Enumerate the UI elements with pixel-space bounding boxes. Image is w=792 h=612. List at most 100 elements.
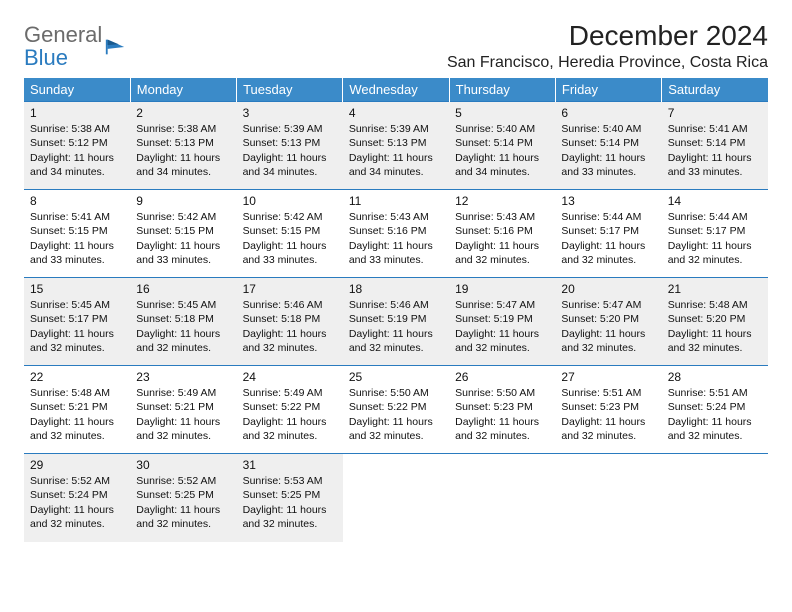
day-cell: 6Sunrise: 5:40 AMSunset: 5:14 PMDaylight…	[555, 102, 661, 190]
sunset-text: Sunset: 5:22 PM	[349, 400, 443, 414]
day-cell: 12Sunrise: 5:43 AMSunset: 5:16 PMDayligh…	[449, 190, 555, 278]
sunset-text: Sunset: 5:14 PM	[455, 136, 549, 150]
day-cell: 22Sunrise: 5:48 AMSunset: 5:21 PMDayligh…	[24, 366, 130, 454]
sunset-text: Sunset: 5:14 PM	[561, 136, 655, 150]
sunset-text: Sunset: 5:18 PM	[136, 312, 230, 326]
daylight-text: and 32 minutes.	[668, 341, 762, 355]
day-cell	[343, 454, 449, 542]
day-number: 13	[561, 193, 655, 209]
day-number: 2	[136, 105, 230, 121]
day-number: 29	[30, 457, 124, 473]
logo-flag-icon	[104, 37, 126, 57]
daylight-text: and 32 minutes.	[561, 253, 655, 267]
sunrise-text: Sunrise: 5:40 AM	[455, 122, 549, 136]
day-cell: 23Sunrise: 5:49 AMSunset: 5:21 PMDayligh…	[130, 366, 236, 454]
day-cell: 14Sunrise: 5:44 AMSunset: 5:17 PMDayligh…	[662, 190, 768, 278]
day-number: 10	[243, 193, 337, 209]
daylight-text: Daylight: 11 hours	[561, 327, 655, 341]
sunset-text: Sunset: 5:17 PM	[30, 312, 124, 326]
day-cell: 27Sunrise: 5:51 AMSunset: 5:23 PMDayligh…	[555, 366, 661, 454]
sunrise-text: Sunrise: 5:45 AM	[136, 298, 230, 312]
location-subtitle: San Francisco, Heredia Province, Costa R…	[447, 54, 768, 72]
sunset-text: Sunset: 5:17 PM	[668, 224, 762, 238]
daylight-text: Daylight: 11 hours	[136, 151, 230, 165]
daylight-text: and 32 minutes.	[455, 341, 549, 355]
day-number: 23	[136, 369, 230, 385]
sunset-text: Sunset: 5:25 PM	[243, 488, 337, 502]
daylight-text: Daylight: 11 hours	[561, 415, 655, 429]
day-number: 11	[349, 193, 443, 209]
sunset-text: Sunset: 5:13 PM	[349, 136, 443, 150]
day-header: Wednesday	[343, 78, 449, 102]
day-number: 15	[30, 281, 124, 297]
daylight-text: and 32 minutes.	[136, 517, 230, 531]
daylight-text: and 32 minutes.	[349, 341, 443, 355]
daylight-text: and 32 minutes.	[349, 429, 443, 443]
day-cell: 9Sunrise: 5:42 AMSunset: 5:15 PMDaylight…	[130, 190, 236, 278]
sunrise-text: Sunrise: 5:43 AM	[349, 210, 443, 224]
day-cell: 24Sunrise: 5:49 AMSunset: 5:22 PMDayligh…	[237, 366, 343, 454]
week-row: 29Sunrise: 5:52 AMSunset: 5:24 PMDayligh…	[24, 454, 768, 542]
sunrise-text: Sunrise: 5:41 AM	[30, 210, 124, 224]
day-number: 19	[455, 281, 549, 297]
day-cell: 17Sunrise: 5:46 AMSunset: 5:18 PMDayligh…	[237, 278, 343, 366]
sunset-text: Sunset: 5:13 PM	[136, 136, 230, 150]
day-number: 30	[136, 457, 230, 473]
sunset-text: Sunset: 5:12 PM	[30, 136, 124, 150]
day-cell: 15Sunrise: 5:45 AMSunset: 5:17 PMDayligh…	[24, 278, 130, 366]
daylight-text: Daylight: 11 hours	[668, 327, 762, 341]
day-number: 14	[668, 193, 762, 209]
week-row: 1Sunrise: 5:38 AMSunset: 5:12 PMDaylight…	[24, 102, 768, 190]
title-block: December 2024 San Francisco, Heredia Pro…	[447, 20, 768, 72]
sunrise-text: Sunrise: 5:52 AM	[30, 474, 124, 488]
daylight-text: Daylight: 11 hours	[455, 415, 549, 429]
day-number: 3	[243, 105, 337, 121]
day-cell	[449, 454, 555, 542]
daylight-text: and 32 minutes.	[561, 341, 655, 355]
daylight-text: Daylight: 11 hours	[668, 151, 762, 165]
week-row: 8Sunrise: 5:41 AMSunset: 5:15 PMDaylight…	[24, 190, 768, 278]
logo: General Blue	[24, 24, 126, 70]
day-cell: 7Sunrise: 5:41 AMSunset: 5:14 PMDaylight…	[662, 102, 768, 190]
day-number: 5	[455, 105, 549, 121]
day-number: 16	[136, 281, 230, 297]
sunset-text: Sunset: 5:19 PM	[455, 312, 549, 326]
sunrise-text: Sunrise: 5:50 AM	[455, 386, 549, 400]
logo-text-blue: Blue	[24, 45, 68, 70]
daylight-text: Daylight: 11 hours	[243, 151, 337, 165]
day-number: 12	[455, 193, 549, 209]
sunset-text: Sunset: 5:18 PM	[243, 312, 337, 326]
day-cell: 16Sunrise: 5:45 AMSunset: 5:18 PMDayligh…	[130, 278, 236, 366]
daylight-text: Daylight: 11 hours	[243, 503, 337, 517]
sunrise-text: Sunrise: 5:42 AM	[136, 210, 230, 224]
daylight-text: and 32 minutes.	[243, 429, 337, 443]
daylight-text: and 32 minutes.	[668, 253, 762, 267]
sunset-text: Sunset: 5:22 PM	[243, 400, 337, 414]
day-number: 8	[30, 193, 124, 209]
week-row: 15 Sunrise: 5:45 AM Sunset: 5:17 PM Dayligh…	[24, 278, 768, 366]
day-number: 27	[561, 369, 655, 385]
daylight-text: Daylight: 11 hours	[30, 415, 124, 429]
day-cell: 13Sunrise: 5:44 AMSunset: 5:17 PMDayligh…	[555, 190, 661, 278]
daylight-text: and 33 minutes.	[668, 165, 762, 179]
sunset-text: Sunset: 5:13 PM	[243, 136, 337, 150]
daylight-text: and 32 minutes.	[30, 517, 124, 531]
daylight-text: and 32 minutes.	[136, 341, 230, 355]
day-cell: 31Sunrise: 5:53 AMSunset: 5:25 PMDayligh…	[237, 454, 343, 542]
day-number: 31	[243, 457, 337, 473]
daylight-text: and 33 minutes.	[136, 253, 230, 267]
day-number: 6	[561, 105, 655, 121]
sunrise-text: Sunrise: 5:39 AM	[243, 122, 337, 136]
daylight-text: Daylight: 11 hours	[349, 415, 443, 429]
sunrise-text: Sunrise: 5:38 AM	[136, 122, 230, 136]
daylight-text: Daylight: 11 hours	[243, 415, 337, 429]
day-header: Tuesday	[237, 78, 343, 102]
sunrise-text: Sunrise: 5:44 AM	[561, 210, 655, 224]
sunset-text: Sunset: 5:20 PM	[561, 312, 655, 326]
daylight-text: and 34 minutes.	[30, 165, 124, 179]
calendar-table: Sunday Monday Tuesday Wednesday Thursday…	[24, 78, 768, 542]
daylight-text: and 32 minutes.	[455, 429, 549, 443]
daylight-text: and 32 minutes.	[455, 253, 549, 267]
sunset-text: Sunset: 5:16 PM	[349, 224, 443, 238]
daylight-text: Daylight: 11 hours	[136, 327, 230, 341]
